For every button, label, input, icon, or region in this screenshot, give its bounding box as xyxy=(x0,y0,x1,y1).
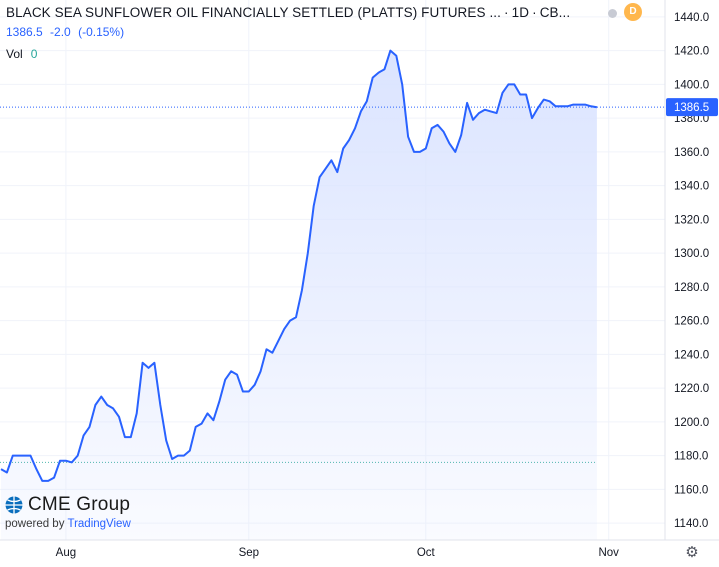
interval-label[interactable]: 1D xyxy=(511,5,530,20)
last-price-tag-label: 1386.5 xyxy=(674,102,709,114)
y-tick-label: 1400.0 xyxy=(674,79,709,91)
y-tick-label: 1420.0 xyxy=(674,46,709,58)
symbol-title-row[interactable]: BLACK SEA SUNFLOWER OIL FINANCIALLY SETT… xyxy=(6,5,570,20)
settings-gear-icon[interactable]: ⚙ xyxy=(685,544,699,561)
price-legend: 1386.5 -2.0 (-0.15%) xyxy=(6,25,128,39)
price-area xyxy=(1,50,597,540)
volume-value: 0 xyxy=(30,47,38,61)
y-tick-label: 1240.0 xyxy=(674,349,709,361)
time-axis[interactable]: AugSepOctNovDec27 xyxy=(56,547,719,559)
y-tick-label: 1200.0 xyxy=(674,417,709,429)
market-status-dot-icon[interactable] xyxy=(608,9,617,18)
cme-brand-text: CME Group xyxy=(28,494,131,515)
y-tick-label: 1300.0 xyxy=(674,248,709,260)
x-tick-label: Nov xyxy=(598,547,619,559)
last-price-tag-box xyxy=(666,98,718,117)
x-tick-label: Aug xyxy=(56,547,76,559)
last-price-value: 1386.5 xyxy=(6,25,43,39)
price-line[interactable] xyxy=(0,49,598,482)
last-price-tag: 1386.5 xyxy=(666,98,718,117)
cme-group-logo[interactable]: CME Group powered by TradingView xyxy=(4,494,131,530)
powered-by-label: powered by xyxy=(5,518,65,530)
symbol-title[interactable]: BLACK SEA SUNFLOWER OIL FINANCIALLY SETT… xyxy=(6,5,502,20)
y-tick-label: 1260.0 xyxy=(674,316,709,328)
powered-by-text: powered by TradingView xyxy=(5,518,131,530)
y-tick-label: 1160.0 xyxy=(674,484,708,496)
title-separator: · xyxy=(504,5,509,20)
tradingview-link[interactable]: TradingView xyxy=(67,518,131,530)
y-tick-label: 1340.0 xyxy=(674,181,709,193)
y-tick-label: 1360.0 xyxy=(674,147,709,159)
y-tick-label: 1280.0 xyxy=(674,282,709,294)
change-value: -2.0 xyxy=(50,25,71,39)
title-separator: · xyxy=(532,5,537,20)
volume-label: Vol xyxy=(6,47,23,61)
data-delay-badge[interactable]: D xyxy=(624,3,642,21)
x-tick-label: Oct xyxy=(417,547,436,559)
change-percent: (-0.15%) xyxy=(78,25,125,39)
x-tick-label: Sep xyxy=(239,547,259,559)
y-tick-label: 1220.0 xyxy=(674,383,709,395)
y-tick-label: 1440.0 xyxy=(674,12,709,24)
volume-legend[interactable]: Vol 0 xyxy=(6,47,37,61)
y-tick-label: 1320.0 xyxy=(674,214,709,226)
price-axis[interactable]: 1140.0 1160.0 1180.0 1200.0 1220.0 1240.0 1260… xyxy=(674,12,709,530)
cme-globe-icon xyxy=(5,496,23,514)
exchange-label: CB... xyxy=(539,5,571,20)
y-tick-label: 1180.0 xyxy=(674,451,708,463)
y-tick-label: 1140.0 xyxy=(674,518,708,530)
